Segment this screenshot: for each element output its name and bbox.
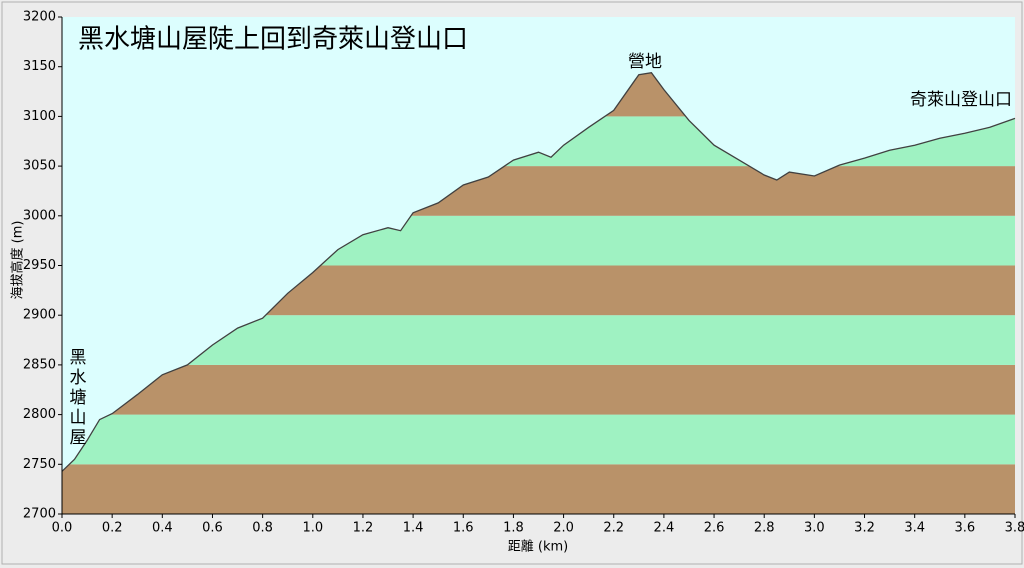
elevation-band [62,414,1015,465]
y-tick-label: 2900 [23,308,56,323]
y-tick-label: 2800 [23,407,56,422]
x-tick-label: 0.6 [202,521,223,536]
y-tick-label: 3200 [23,10,56,25]
elevation-band [62,364,1015,415]
profile-line [61,71,1016,472]
x-tick-label: 1.6 [453,521,474,536]
annotation-char: 屋 [70,428,87,448]
annotation-char: 水 [70,368,87,388]
x-tick-label: 1.4 [403,521,424,536]
x-tick-label: 3.6 [954,521,975,536]
x-axis-label: 距離 (km) [508,540,568,555]
x-tick-label: 0.4 [152,521,173,536]
x-tick-label: 3.4 [904,521,925,536]
annotation-char: 山 [70,408,87,428]
x-tick-label: 3.0 [804,521,825,536]
y-tick-label: 3050 [23,159,56,174]
x-tick-label: 3.8 [1005,521,1024,536]
x-tick-label: 2.0 [553,521,574,536]
annotation-char: 黑 [70,348,87,368]
chart-title: 黑水塘山屋陡上回到奇萊山登山口 [78,25,468,55]
x-tick-label: 1.8 [503,521,524,536]
x-tick-label: 2.6 [704,521,725,536]
y-tick-label: 2850 [23,357,56,372]
y-tick-label: 3000 [23,208,56,223]
x-tick-label: 0.8 [252,521,273,536]
y-tick-label: 2700 [23,507,56,522]
x-tick-label: 2.8 [754,521,775,536]
annotation-char: 塘 [70,388,87,408]
x-tick-label: 1.2 [353,521,374,536]
x-tick-label: 2.4 [654,521,675,536]
elevation-band [62,464,1015,514]
annotation: 黑水塘山屋 [70,348,87,448]
x-tick-label: 0.2 [102,521,123,536]
x-tick-label: 2.2 [603,521,624,536]
y-tick-label: 2950 [23,258,56,273]
y-tick-label: 3150 [23,59,56,74]
y-axis-label: 海拔高度 (m) [10,221,26,300]
x-tick-label: 3.2 [854,521,875,536]
annotation: 營地 [628,52,662,72]
annotation: 奇萊山登山口 [910,90,1012,110]
x-tick-label: 0.0 [52,521,73,536]
y-tick-label: 2750 [23,457,56,472]
x-tick-label: 1.0 [302,521,323,536]
y-tick-label: 3100 [23,109,56,124]
